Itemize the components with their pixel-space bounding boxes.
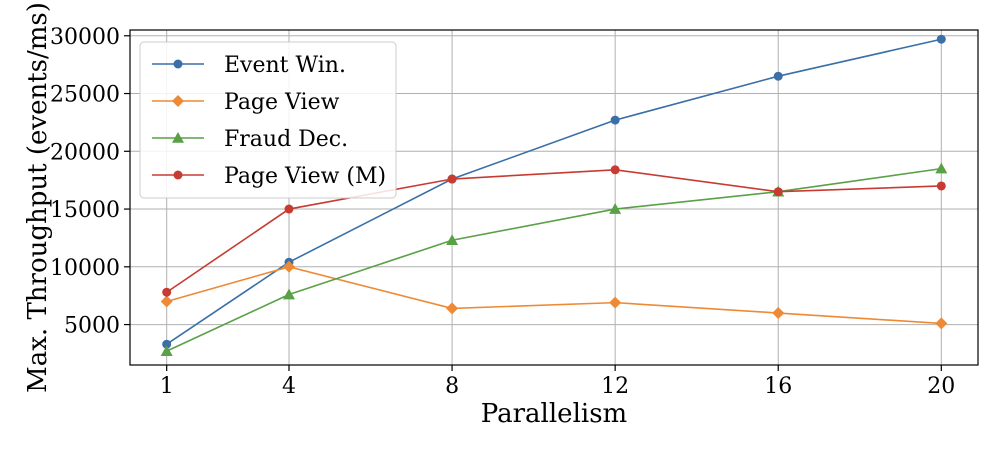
data-point bbox=[446, 302, 459, 315]
legend: Event Win. Page View Fraud Dec. Page View (… bbox=[139, 41, 397, 199]
y-axis-title: Max. Throughput (events/ms) bbox=[23, 2, 53, 393]
legend-marker bbox=[172, 95, 184, 107]
x-tick-label: 8 bbox=[445, 374, 459, 399]
plot-frame bbox=[129, 29, 979, 366]
legend-label: Fraud Dec. bbox=[224, 127, 348, 152]
data-point bbox=[160, 295, 173, 308]
legend-marker bbox=[172, 132, 184, 143]
legend-label: Page View bbox=[224, 90, 340, 115]
x-axis: 1 4 8 12 16 20 bbox=[160, 365, 955, 399]
series-1 bbox=[160, 260, 948, 330]
series-layer bbox=[160, 34, 948, 356]
legend-item: Event Win. bbox=[152, 53, 346, 78]
data-point bbox=[773, 187, 783, 197]
legend-item: Page View (M) bbox=[152, 164, 386, 189]
x-tick-label: 4 bbox=[282, 374, 296, 399]
legend-item: Page View bbox=[152, 90, 340, 115]
legend-label: Page View (M) bbox=[224, 164, 386, 189]
data-point bbox=[610, 165, 620, 175]
legend-box bbox=[139, 41, 397, 199]
data-point bbox=[936, 34, 946, 44]
legend-marker bbox=[173, 59, 183, 69]
data-point bbox=[935, 162, 948, 174]
y-axis: 5000 10000 15000 20000 25000 30000 bbox=[50, 25, 130, 339]
data-point bbox=[160, 345, 173, 356]
data-point bbox=[447, 174, 457, 184]
data-point bbox=[610, 115, 620, 125]
legend-item: Fraud Dec. bbox=[152, 127, 348, 152]
series-line bbox=[166, 167, 942, 352]
data-point bbox=[773, 71, 783, 81]
data-point bbox=[446, 234, 459, 246]
x-tick-label: 16 bbox=[764, 374, 792, 399]
data-point bbox=[609, 203, 622, 214]
y-tick-label: 10000 bbox=[50, 256, 120, 281]
y-tick-label: 25000 bbox=[50, 83, 120, 108]
x-axis-title: Parallelism bbox=[481, 399, 627, 429]
legend-marker bbox=[173, 170, 183, 180]
y-tick-label: 30000 bbox=[50, 25, 120, 50]
data-point bbox=[609, 296, 622, 309]
data-point bbox=[935, 317, 948, 330]
series-3 bbox=[162, 165, 946, 297]
series-line bbox=[166, 38, 942, 345]
legend-label: Event Win. bbox=[224, 53, 346, 78]
y-tick-label: 5000 bbox=[64, 314, 120, 339]
y-tick-label: 15000 bbox=[50, 198, 120, 223]
y-tick-label: 20000 bbox=[50, 140, 120, 165]
series-line bbox=[166, 265, 942, 325]
data-point bbox=[162, 339, 172, 349]
data-point bbox=[772, 307, 785, 320]
data-point bbox=[283, 260, 295, 273]
data-point bbox=[283, 288, 295, 300]
x-tick-label: 12 bbox=[601, 374, 629, 399]
data-point bbox=[162, 287, 172, 297]
x-tick-label: 1 bbox=[160, 374, 174, 399]
data-point bbox=[284, 204, 294, 214]
series-line bbox=[166, 168, 942, 293]
data-point bbox=[936, 181, 946, 191]
x-tick-label: 20 bbox=[927, 374, 955, 399]
